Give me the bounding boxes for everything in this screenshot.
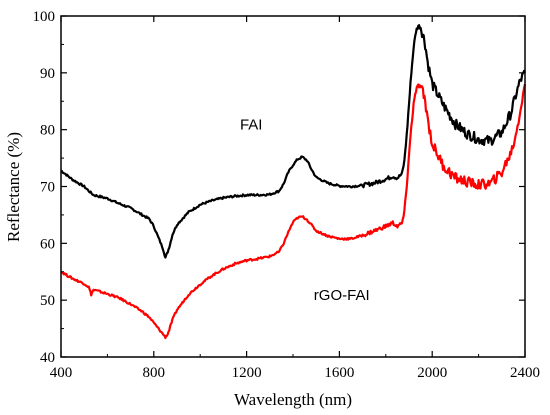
y-tick-label: 70 — [40, 180, 55, 196]
axis-ticks — [60, 15, 526, 358]
tick-labels: 400 800 1200 1600 2000 2400 40 50 60 70 80 90 100 — [33, 9, 541, 381]
series-label: rGO-FAI — [314, 287, 370, 304]
y-tick-label: 40 — [40, 350, 55, 366]
series-line — [60, 24, 526, 259]
x-tick-label: 2000 — [417, 365, 447, 381]
y-axis-title: Reflectance (%) — [4, 132, 23, 242]
x-tick-label: 2400 — [510, 365, 540, 381]
y-tick-label: 90 — [40, 66, 55, 82]
plot-lines — [60, 24, 527, 340]
y-tick-label: 60 — [40, 236, 55, 252]
y-tick-label: 50 — [40, 293, 55, 309]
y-tick-label: 80 — [40, 123, 55, 139]
y-tick-label: 100 — [33, 9, 56, 25]
x-tick-label: 1200 — [232, 365, 262, 381]
series-label: FAI — [240, 117, 263, 134]
series-annotations: FAI rGO-FAI — [240, 117, 370, 304]
x-tick-label: 1600 — [324, 365, 354, 381]
x-tick-label: 800 — [143, 365, 166, 381]
series-line — [60, 83, 527, 340]
x-tick-label: 400 — [50, 365, 73, 381]
x-axis-title: Wavelength (nm) — [234, 390, 352, 409]
